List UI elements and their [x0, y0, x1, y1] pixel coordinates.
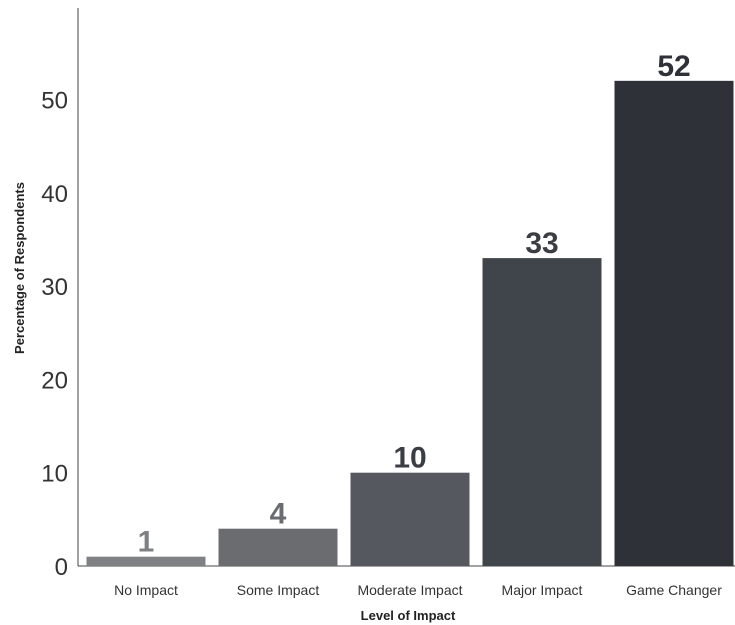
category-labels: No Impact Some Impact Moderate Impact Major…	[114, 582, 722, 598]
y-tick-label: 0	[55, 554, 68, 581]
x-tick-label: Moderate Impact	[357, 582, 462, 598]
x-tick-label: Game Changer	[626, 582, 722, 598]
bar	[482, 258, 602, 566]
bar	[350, 472, 470, 566]
x-tick-label: Some Impact	[237, 582, 320, 598]
y-tick-label: 20	[41, 367, 68, 394]
x-tick-label: Major Impact	[502, 582, 583, 598]
bar-value-label: 4	[270, 498, 287, 531]
bar	[614, 80, 734, 566]
bar-value-label: 33	[525, 227, 558, 260]
bar-value-label: 1	[138, 526, 155, 559]
bar-value-label: 10	[393, 442, 426, 475]
y-axis-title: Percentage of Respondents	[12, 182, 27, 354]
y-tick-labels: 0 10 20 30 40 50	[41, 88, 68, 582]
bar	[86, 556, 206, 566]
bar	[218, 528, 338, 566]
x-axis-title: Level of Impact	[361, 608, 456, 623]
y-tick-label: 10	[41, 461, 68, 488]
y-tick-label: 50	[41, 88, 68, 115]
value-labels: 1 4 10 33 52	[138, 50, 691, 559]
y-tick-label: 30	[41, 274, 68, 301]
bar-value-label: 52	[657, 50, 690, 83]
bars	[86, 80, 734, 566]
x-tick-label: No Impact	[114, 582, 178, 598]
y-tick-label: 40	[41, 181, 68, 208]
